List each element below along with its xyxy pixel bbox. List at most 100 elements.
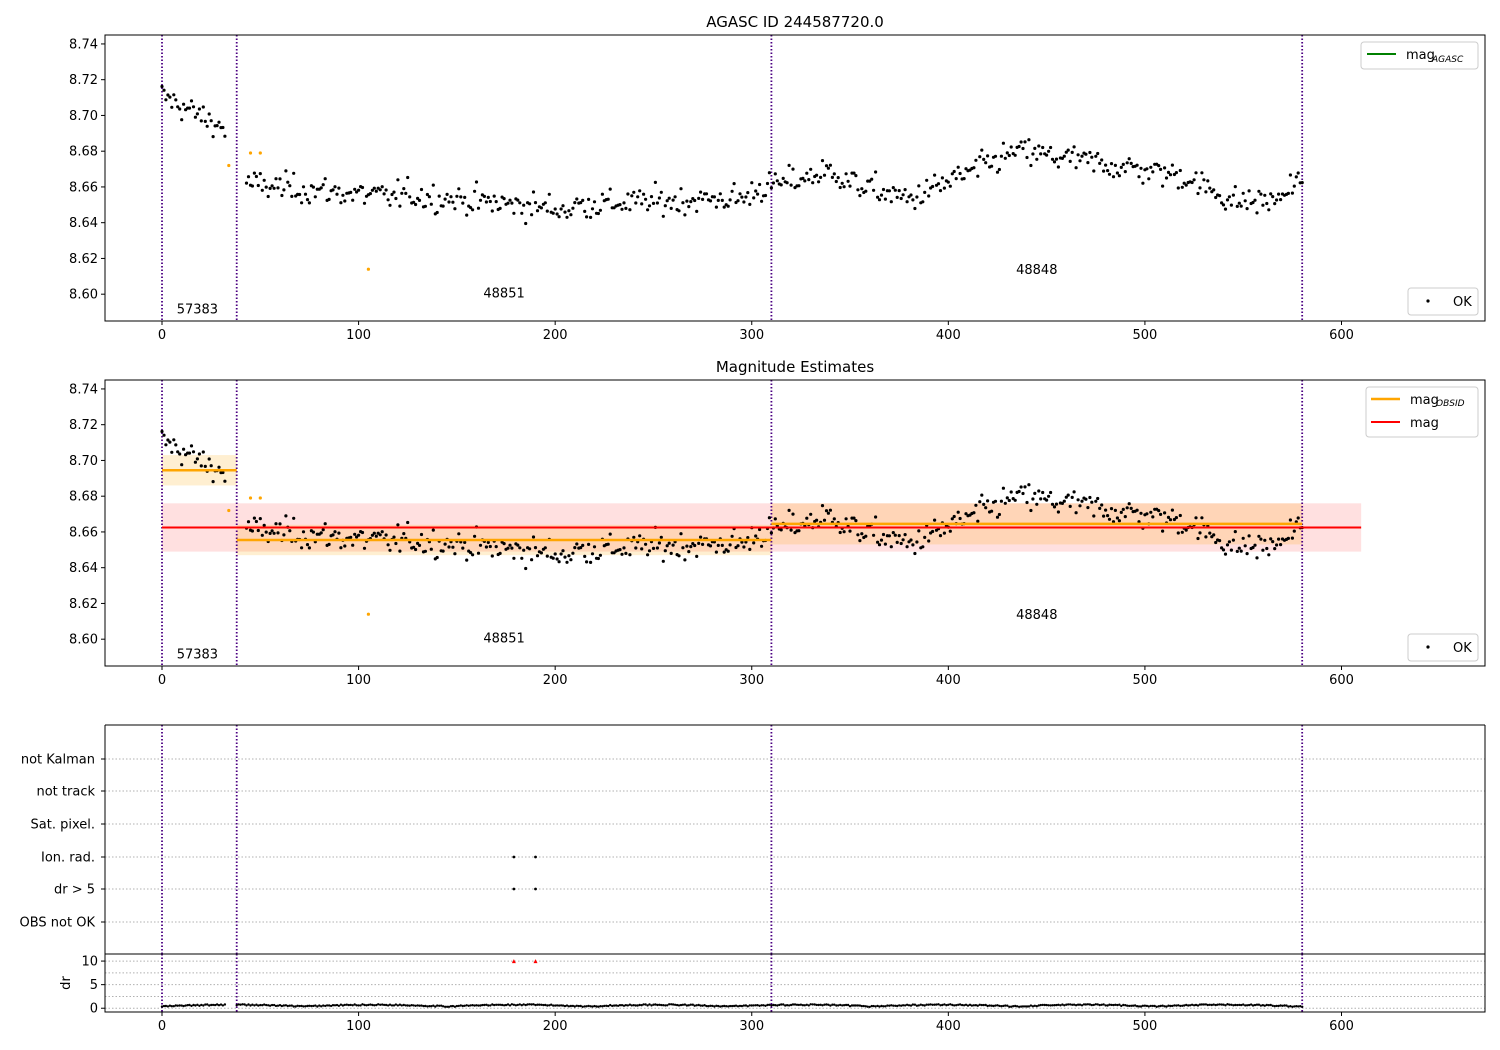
ok-point <box>374 534 378 538</box>
ok-point <box>846 179 850 183</box>
ok-point <box>1035 502 1039 506</box>
ok-point <box>384 533 388 537</box>
dr-point <box>300 1004 303 1008</box>
ok-point <box>622 201 626 205</box>
ok-point <box>807 178 811 182</box>
ok-point <box>927 539 931 543</box>
dr-point <box>850 1004 854 1007</box>
ok-point <box>728 198 732 202</box>
dr-point <box>953 1004 956 1007</box>
ok-point <box>640 202 644 206</box>
dr-point <box>1299 1005 1302 1008</box>
ok-point <box>1198 531 1202 535</box>
ok-point <box>292 171 296 175</box>
ok-point <box>848 529 852 533</box>
p2-ytick-label: 8.68 <box>69 490 98 505</box>
ok-point <box>1107 172 1112 176</box>
ok-point <box>1009 490 1013 494</box>
dr-point <box>314 1004 317 1007</box>
ok-point <box>1039 497 1043 501</box>
ok-point <box>787 163 791 167</box>
ok-point <box>473 534 477 538</box>
ok-point <box>353 187 357 191</box>
ok-point <box>1237 546 1241 550</box>
ok-point <box>530 213 534 217</box>
ok-point <box>1064 150 1068 154</box>
ok-point <box>469 206 473 210</box>
dr-point <box>1071 1003 1074 1006</box>
ok-point <box>655 546 660 550</box>
ok-point <box>769 531 774 535</box>
ok-point <box>264 185 268 189</box>
dr-point <box>571 1004 575 1008</box>
ok-point <box>1259 192 1263 196</box>
ok-point <box>931 529 935 534</box>
dr-clipped-point <box>533 959 538 964</box>
dr-point <box>410 1004 413 1007</box>
dr-point <box>593 1004 596 1008</box>
ok-point <box>1208 186 1212 190</box>
ok-point <box>1086 161 1090 165</box>
dr-point <box>876 1004 879 1008</box>
axes-frame <box>104 379 1486 667</box>
ok-point <box>197 452 201 456</box>
ok-point <box>357 188 361 192</box>
ok-point <box>510 546 514 550</box>
ok-point <box>858 539 862 543</box>
axes-frame <box>104 34 1486 322</box>
ok-point <box>712 195 717 199</box>
ok-point <box>915 540 919 544</box>
ok-point <box>746 536 750 540</box>
dr-point <box>1222 1003 1225 1006</box>
dr-point <box>441 1005 445 1008</box>
dr-point <box>1220 1003 1223 1006</box>
ok-point <box>767 171 772 175</box>
dr-point <box>1031 1005 1035 1008</box>
ok-point <box>1184 528 1188 532</box>
dr-point <box>1120 1004 1123 1008</box>
ok-point <box>822 173 827 177</box>
ok-point <box>323 522 327 526</box>
dr-point <box>284 1004 288 1007</box>
ok-point <box>1060 156 1064 160</box>
ok-point <box>1227 195 1231 199</box>
ok-point <box>1231 193 1235 197</box>
ok-point <box>681 546 685 550</box>
dr-point <box>903 1004 907 1007</box>
dr-point <box>960 1003 964 1007</box>
ok-point <box>1174 516 1178 520</box>
ok-point <box>624 551 628 556</box>
ok-point <box>559 207 563 211</box>
ok-point <box>856 533 860 537</box>
ok-point <box>598 208 603 212</box>
dr-point <box>1004 1004 1007 1007</box>
dr-point <box>475 1004 478 1007</box>
ok-point <box>748 202 752 206</box>
ok-point <box>380 530 384 534</box>
ok-point <box>950 172 954 176</box>
ok-point <box>1145 167 1149 171</box>
ok-point <box>1066 148 1070 152</box>
ok-point <box>695 209 699 213</box>
ok-point <box>303 192 308 196</box>
dr-point <box>377 1003 380 1006</box>
dr-point <box>1295 1005 1298 1008</box>
dr-point <box>679 1003 683 1007</box>
ok-point <box>824 164 829 168</box>
ok-point <box>1231 538 1235 542</box>
dr-point <box>451 1004 455 1008</box>
ok-point <box>758 527 762 532</box>
dr-point <box>1098 1003 1101 1007</box>
ok-point <box>815 173 819 177</box>
ok-point <box>1072 145 1076 149</box>
dr-point <box>471 1004 474 1007</box>
dr-point <box>813 1003 816 1006</box>
dr-point <box>754 1004 757 1007</box>
dr-point <box>601 1005 604 1008</box>
legend-marker-ok <box>1426 299 1430 303</box>
dr-point <box>874 1005 877 1008</box>
dr-point <box>1118 1003 1121 1006</box>
dr-point <box>931 1003 934 1006</box>
ok-point <box>575 197 579 201</box>
